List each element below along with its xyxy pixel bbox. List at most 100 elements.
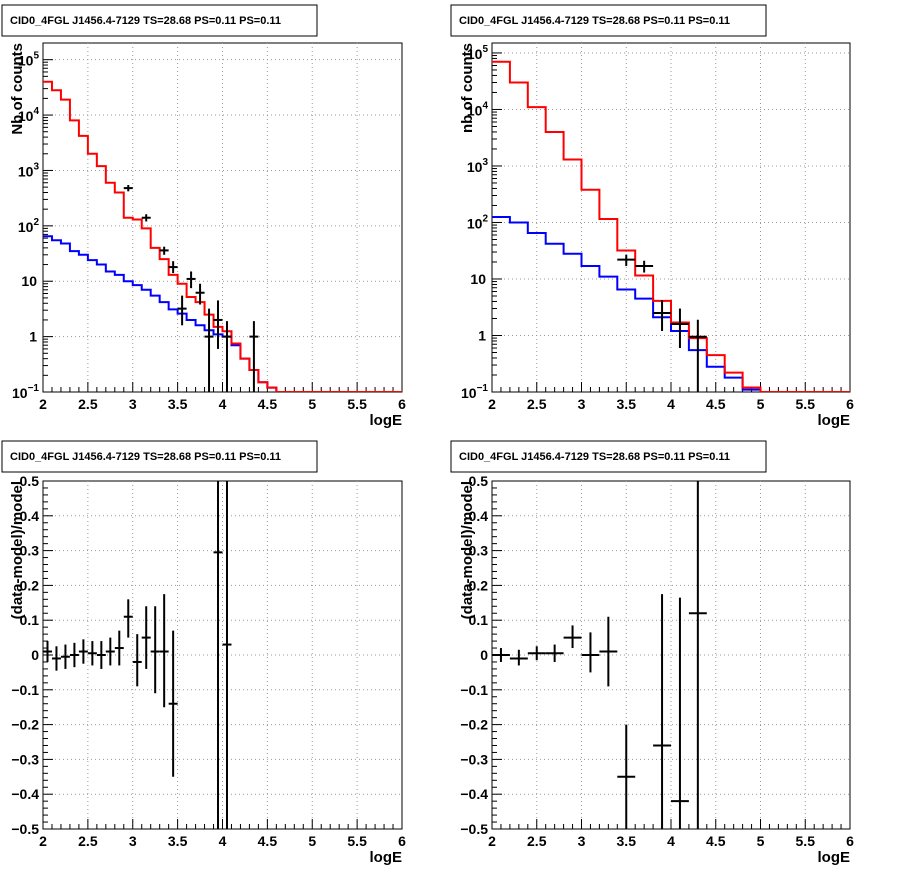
x-tick-label: 5 [308, 396, 316, 412]
y-tick-exponent: 4 [482, 100, 488, 111]
y-tick-base: 10 [18, 108, 34, 124]
x-tick-label: 5 [757, 833, 765, 849]
y-tick-label: 0.1 [20, 612, 40, 628]
y-tick-exponent: 2 [33, 217, 39, 228]
y-tick-base: 10 [467, 102, 483, 118]
x-tick-label: 3 [129, 396, 137, 412]
x-tick-label: 5.5 [796, 833, 816, 849]
title-box [1, 4, 318, 37]
x-axis-label: logE [818, 412, 851, 429]
residual-panel-left: CID0_4FGL J1456.4-7129 TS=28.68 PS=0.11 … [1, 440, 406, 866]
y-tick-label: 105 [18, 51, 40, 69]
y-tick-base: 10 [12, 385, 28, 401]
x-tick-label: 2.5 [78, 396, 98, 412]
chart-title: CID0_4FGL J1456.4-7129 TS=28.68 PS=0.11 … [10, 15, 281, 27]
y-tick-label: 10 [470, 271, 486, 287]
y-tick-label: 0.1 [469, 612, 489, 628]
y-tick-label: 0 [31, 647, 39, 663]
counts-panel-right: CID0_4FGL J1456.4-7129 TS=28.68 PS=0.11 … [450, 4, 854, 429]
y-tick-label: 0 [480, 647, 488, 663]
x-tick-label: 2 [39, 396, 47, 412]
y-tick-label: 0.3 [20, 543, 40, 559]
y-tick-label: 10−1 [461, 383, 488, 401]
y-tick-label: 1 [478, 327, 486, 343]
y-tick-exponent: 3 [482, 157, 488, 168]
x-tick-label: 3.5 [168, 833, 188, 849]
y-tick-label: 0.2 [469, 577, 489, 593]
x-tick-label: 6 [398, 396, 406, 412]
y-tick-label: 0.4 [469, 508, 489, 524]
counts-panel-left: CID0_4FGL J1456.4-7129 TS=28.68 PS=0.11 … [1, 4, 406, 429]
y-tick-label: 104 [467, 100, 489, 118]
x-tick-label: 6 [398, 833, 406, 849]
y-axis-label: (data-model)/model [9, 481, 26, 619]
y-tick-label: 0.5 [20, 473, 40, 489]
y-tick-label: −0.3 [460, 751, 488, 767]
y-tick-label: 104 [18, 106, 40, 124]
series-line-model [43, 80, 402, 392]
x-tick-label: 2.5 [78, 833, 98, 849]
y-tick-label: −0.4 [460, 786, 488, 802]
y-tick-label: 103 [467, 157, 489, 175]
x-tick-label: 3.5 [617, 833, 637, 849]
y-axis-label: Nb of counts [9, 43, 26, 135]
y-tick-label: −0.1 [460, 682, 488, 698]
y-tick-base: 10 [18, 219, 34, 235]
x-axis-label: logE [818, 849, 851, 866]
y-tick-base: 10 [470, 271, 486, 287]
x-tick-label: 5.5 [347, 833, 367, 849]
x-tick-label: 4 [667, 833, 675, 849]
y-tick-exponent: −1 [28, 383, 40, 394]
y-tick-label: 10−1 [12, 383, 39, 401]
x-tick-label: 3 [578, 833, 586, 849]
title-box [1, 440, 318, 473]
y-tick-label: −0.2 [11, 717, 39, 733]
y-tick-base: 1 [478, 327, 486, 343]
y-tick-label: −0.4 [11, 786, 39, 802]
x-tick-label: 4.5 [258, 833, 278, 849]
x-tick-label: 4 [219, 833, 227, 849]
x-tick-label: 4.5 [706, 833, 726, 849]
x-tick-label: 2.5 [527, 833, 547, 849]
y-tick-exponent: 5 [482, 44, 488, 55]
plot-frame [491, 42, 851, 393]
y-tick-label: −0.5 [460, 821, 488, 837]
y-tick-base: 10 [467, 159, 483, 175]
y-tick-base: 10 [18, 163, 34, 179]
y-tick-base: 10 [21, 273, 37, 289]
y-tick-label: 105 [467, 44, 489, 62]
plot-area [492, 60, 850, 392]
chart-title: CID0_4FGL J1456.4-7129 TS=28.68 PS=0.11 … [459, 451, 730, 463]
y-tick-label: −0.5 [11, 821, 39, 837]
y-tick-base: 10 [18, 53, 34, 69]
chart-title: CID0_4FGL J1456.4-7129 TS=28.68 PS=0.11 … [459, 15, 730, 27]
y-tick-exponent: −1 [477, 383, 489, 394]
x-tick-label: 3.5 [168, 396, 188, 412]
x-tick-label: 3.5 [617, 396, 637, 412]
y-tick-label: 103 [18, 161, 40, 179]
x-tick-label: 6 [846, 833, 854, 849]
x-axis-label: logE [370, 849, 403, 866]
x-tick-label: 3 [129, 833, 137, 849]
y-tick-label: 1 [29, 329, 37, 345]
series-line-model [492, 60, 850, 392]
x-tick-label: 5 [757, 396, 765, 412]
y-tick-exponent: 4 [33, 106, 39, 117]
x-tick-label: 2 [39, 833, 47, 849]
y-tick-base: 1 [29, 329, 37, 345]
plot-area [43, 481, 232, 829]
x-tick-label: 2 [488, 396, 496, 412]
x-tick-label: 4.5 [258, 396, 278, 412]
y-tick-label: −0.1 [11, 682, 39, 698]
y-tick-label: 0.5 [469, 473, 489, 489]
y-tick-label: −0.3 [11, 751, 39, 767]
y-tick-label: 10 [21, 273, 37, 289]
y-tick-label: 102 [18, 217, 40, 235]
title-box [450, 4, 767, 37]
plot-area [43, 80, 402, 392]
y-tick-label: 0.3 [469, 543, 489, 559]
y-axis-label: (data-model)/model [459, 481, 476, 619]
y-tick-label: 102 [467, 213, 489, 231]
x-tick-label: 5.5 [347, 396, 367, 412]
x-tick-label: 4.5 [706, 396, 726, 412]
